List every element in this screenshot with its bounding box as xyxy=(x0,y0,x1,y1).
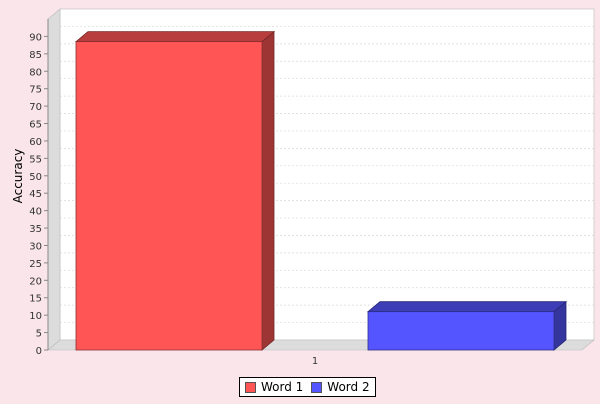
bar-word-2 xyxy=(367,311,555,351)
y-tick-label: 90 xyxy=(29,32,42,43)
y-tick-label: 30 xyxy=(29,241,42,252)
y-tick-label: 70 xyxy=(29,102,42,113)
y-tick-label: 15 xyxy=(29,294,42,305)
y-tick-label: 20 xyxy=(29,276,42,287)
y-tick-label: 80 xyxy=(29,67,42,78)
legend-label-word-2: Word 2 xyxy=(327,380,370,394)
y-tick-label: 35 xyxy=(29,224,42,235)
y-tick-label: 55 xyxy=(29,154,42,165)
y-tick-label: 75 xyxy=(29,85,42,96)
legend-item-word-1: Word 1 xyxy=(245,380,303,394)
y-tick-label: 0 xyxy=(36,346,42,357)
y-tick-label: 50 xyxy=(29,172,42,183)
legend-item-word-2: Word 2 xyxy=(311,380,370,394)
y-tick-label: 65 xyxy=(29,120,42,131)
legend-swatch-word-2 xyxy=(311,381,323,393)
legend-label-word-1: Word 1 xyxy=(261,380,304,394)
y-tick-label: 40 xyxy=(29,207,42,218)
bar-side-word-1 xyxy=(261,30,275,351)
x-tick-label: 1 xyxy=(312,356,318,367)
plot-side-wall xyxy=(47,8,61,351)
bar-word-1 xyxy=(75,41,263,351)
y-tick-label: 10 xyxy=(29,311,42,322)
y-tick-label: 5 xyxy=(36,329,42,340)
bar-top-word-1 xyxy=(74,31,276,43)
y-tick-label: 85 xyxy=(29,50,42,61)
bar-top-word-2 xyxy=(366,301,568,313)
legend-swatch-word-1 xyxy=(245,381,256,393)
y-tick-label: 45 xyxy=(29,189,42,200)
y-tick-label: 60 xyxy=(29,137,42,148)
y-axis-label: Accuracy xyxy=(11,149,25,204)
y-tick-label: 25 xyxy=(29,259,42,270)
legend: Word 1 Word 2 xyxy=(239,377,376,397)
